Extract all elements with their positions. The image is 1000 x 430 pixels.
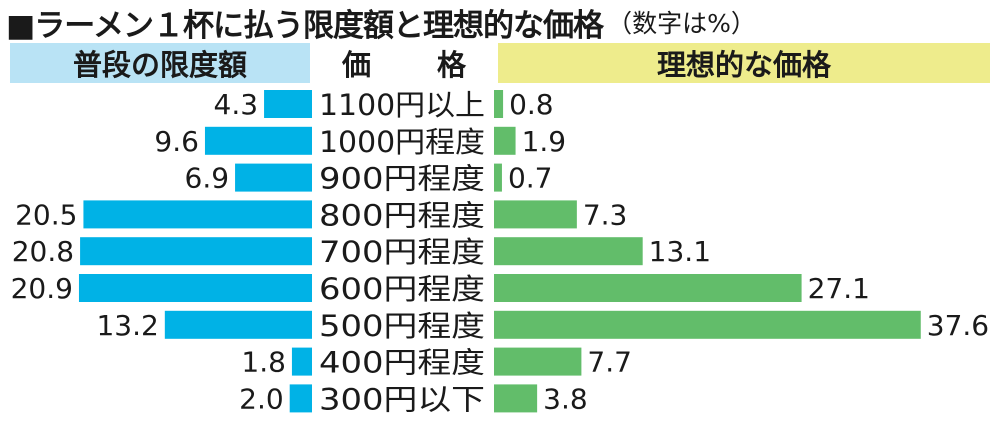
left-bar: [78, 274, 312, 302]
right-bar: [494, 310, 921, 339]
left-bar: [289, 384, 312, 413]
category-label: 1100円以上: [319, 88, 485, 122]
left-value-label: 20.5: [15, 198, 77, 231]
left-bar: [164, 310, 312, 339]
right-value-label: 13.1: [649, 235, 711, 268]
left-series-header: 普段の限度額: [10, 43, 310, 83]
left-bar: [291, 347, 312, 376]
left-bar: [204, 126, 312, 155]
category-label: 800円程度: [319, 198, 485, 232]
chart-title: ■ラーメン１杯に払う限度額と理想的な価格: [6, 7, 604, 44]
right-bar: [494, 90, 504, 118]
right-value-label: 7.3: [583, 198, 628, 231]
chart-title-row: ■ラーメン１杯に払う限度額と理想的な価格 （数字は%）: [6, 2, 756, 44]
right-value-label: 27.1: [808, 272, 870, 305]
right-value-label: 0.7: [508, 162, 553, 195]
left-bar: [80, 237, 312, 266]
category-label: 900円程度: [319, 162, 485, 196]
left-value-label: 2.0: [239, 382, 284, 415]
category-label: 700円程度: [319, 235, 485, 269]
right-bar: [494, 200, 577, 229]
right-bar: [494, 163, 502, 192]
chart-unit-note: （数字は%）: [607, 9, 756, 38]
left-value-label: 13.2: [96, 309, 158, 342]
left-bar: [235, 163, 312, 192]
right-value-label: 0.8: [509, 88, 554, 121]
right-bar: [494, 384, 538, 413]
right-series-header: 理想的な価格: [498, 43, 990, 83]
right-value-label: 3.8: [543, 382, 588, 415]
left-bar: [264, 90, 312, 118]
left-value-label: 1.8: [241, 346, 286, 379]
left-bar: [83, 200, 312, 229]
left-value-label: 20.9: [11, 272, 73, 305]
category-header: 価 格: [341, 48, 495, 82]
category-label: 600円程度: [319, 272, 485, 306]
right-value-label: 1.9: [522, 125, 567, 158]
right-bar: [494, 347, 582, 376]
category-label: 300円以下: [319, 382, 485, 416]
right-bar: [494, 274, 802, 302]
right-bar: [494, 126, 516, 155]
right-bar: [494, 237, 643, 266]
right-value-label: 37.6: [927, 309, 989, 342]
category-label: 1000円程度: [319, 125, 485, 159]
right-value-label: 7.7: [587, 346, 632, 379]
left-value-label: 4.3: [214, 88, 259, 121]
category-label: 500円程度: [319, 309, 485, 343]
category-label: 400円程度: [319, 346, 485, 380]
left-value-label: 6.9: [185, 162, 230, 195]
left-value-label: 9.6: [154, 125, 199, 158]
left-value-label: 20.8: [12, 235, 74, 268]
